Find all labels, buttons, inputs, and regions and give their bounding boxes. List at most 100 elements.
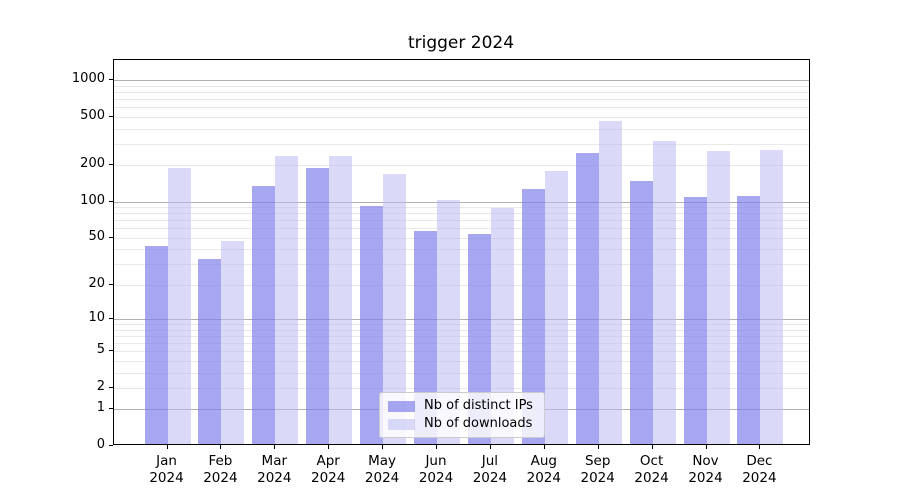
y-tick-label: 0 [96, 437, 105, 452]
x-tick-year: 2024 [311, 470, 346, 486]
gridline-minor [114, 107, 809, 109]
x-tick-month: Sep [584, 453, 611, 469]
bar-distinct-ips-sep [575, 152, 599, 444]
x-tick-month: Aug [530, 453, 557, 469]
y-tick-mark [109, 164, 113, 166]
bar-downloads-jul [490, 207, 514, 444]
x-tick-year: 2024 [526, 470, 561, 486]
x-tick-label: May 2024 [347, 453, 417, 487]
x-tick-mark [759, 445, 761, 449]
gridline-minor [114, 116, 809, 118]
x-tick-label: Oct 2024 [617, 453, 687, 487]
bar-downloads-nov [706, 151, 730, 444]
gridline-minor [114, 98, 809, 100]
bar-distinct-ips-jun [414, 230, 437, 444]
x-tick-mark [274, 445, 276, 449]
bar-downloads-sep [598, 120, 622, 444]
gridline-minor [114, 387, 809, 389]
gridline-minor [114, 128, 809, 130]
y-tick-mark [109, 200, 113, 202]
legend-swatch-distinct-ips-icon [388, 400, 415, 412]
x-tick-year: 2024 [364, 470, 400, 486]
bar-downloads-may [383, 173, 407, 444]
bar-distinct-ips-dec [737, 196, 761, 444]
x-tick-label: Jan 2024 [132, 453, 202, 487]
gridline-minor [114, 342, 809, 344]
gridline-minor [114, 329, 809, 331]
x-tick-year: 2024 [688, 470, 723, 486]
x-tick-month: Apr [316, 453, 340, 469]
x-tick-mark [597, 445, 599, 449]
gridline-minor [114, 237, 809, 239]
y-tick-mark [109, 408, 113, 410]
bar-distinct-ips-mar [252, 186, 276, 444]
bar-distinct-ips-apr [306, 167, 330, 444]
bar-distinct-ips-may [360, 205, 384, 444]
bar-downloads-aug [544, 170, 568, 444]
gridline-minor [114, 91, 809, 93]
x-tick-month: May [368, 453, 397, 469]
y-tick-mark [109, 283, 113, 285]
bar-downloads-dec [760, 150, 784, 444]
bar-distinct-ips-jul [467, 233, 491, 444]
x-tick-mark [220, 445, 222, 449]
x-tick-year: 2024 [203, 470, 238, 486]
gridline-minor [114, 264, 809, 266]
legend-item-downloads: Nb of downloads [388, 416, 536, 432]
x-tick-year: 2024 [742, 470, 777, 486]
y-tick-label: 5 [96, 342, 105, 358]
x-tick-month: Feb [208, 453, 233, 469]
x-tick-label: Aug 2024 [509, 453, 579, 487]
y-tick-mark [109, 318, 113, 319]
gridline-minor [114, 207, 809, 209]
gridline-minor [114, 220, 809, 222]
x-tick-year: 2024 [257, 470, 292, 486]
chart-title: trigger 2024 [407, 33, 515, 53]
gridline-minor [114, 284, 809, 286]
x-tick-mark [382, 445, 384, 449]
x-tick-mark [543, 445, 545, 449]
x-tick-label: Sep 2024 [563, 453, 633, 487]
gridline-minor [114, 165, 809, 167]
x-tick-year: 2024 [472, 470, 508, 486]
x-tick-label: Feb 2024 [185, 453, 255, 487]
bar-downloads-mar [275, 156, 299, 444]
gridline-major [114, 319, 809, 320]
x-tick-label: Apr 2024 [293, 453, 363, 487]
y-tick-mark [109, 386, 113, 388]
y-tick-label: 50 [88, 228, 105, 244]
bar-distinct-ips-jan [144, 245, 168, 444]
x-tick-month: Nov [692, 453, 719, 469]
bar-distinct-ips-aug [521, 189, 545, 444]
y-tick-label: 20 [88, 275, 105, 291]
y-tick-mark [109, 445, 113, 446]
gridline-minor [114, 372, 809, 374]
y-tick-label: 2 [96, 378, 105, 394]
plot-area [113, 59, 810, 445]
x-tick-month: Oct [639, 453, 664, 469]
x-tick-year: 2024 [580, 470, 615, 486]
x-tick-mark [705, 445, 707, 449]
y-tick-label: 10 [88, 310, 105, 325]
legend: Nb of distinct IPs Nb of downloads [379, 392, 545, 438]
x-tick-year: 2024 [149, 470, 184, 486]
bar-downloads-jun [437, 199, 460, 444]
gridline-minor [114, 324, 809, 325]
bar-downloads-feb [221, 240, 245, 444]
x-tick-month: Mar [261, 453, 288, 469]
y-tick-label: 500 [80, 107, 105, 123]
x-tick-label: Jul 2024 [455, 453, 525, 487]
gridline-minor [114, 249, 809, 251]
legend-label-distinct-ips: Nb of distinct IPs [424, 398, 533, 413]
gridline-major [114, 80, 809, 81]
bar-distinct-ips-feb [198, 259, 222, 444]
legend-label-downloads: Nb of downloads [424, 416, 533, 431]
x-tick-mark [436, 445, 437, 449]
x-tick-mark [328, 445, 330, 449]
y-tick-mark [109, 115, 113, 117]
gridline-minor [114, 85, 809, 87]
x-tick-year: 2024 [634, 470, 669, 486]
y-tick-mark [109, 236, 113, 238]
legend-item-distinct-ips: Nb of distinct IPs [388, 398, 536, 414]
